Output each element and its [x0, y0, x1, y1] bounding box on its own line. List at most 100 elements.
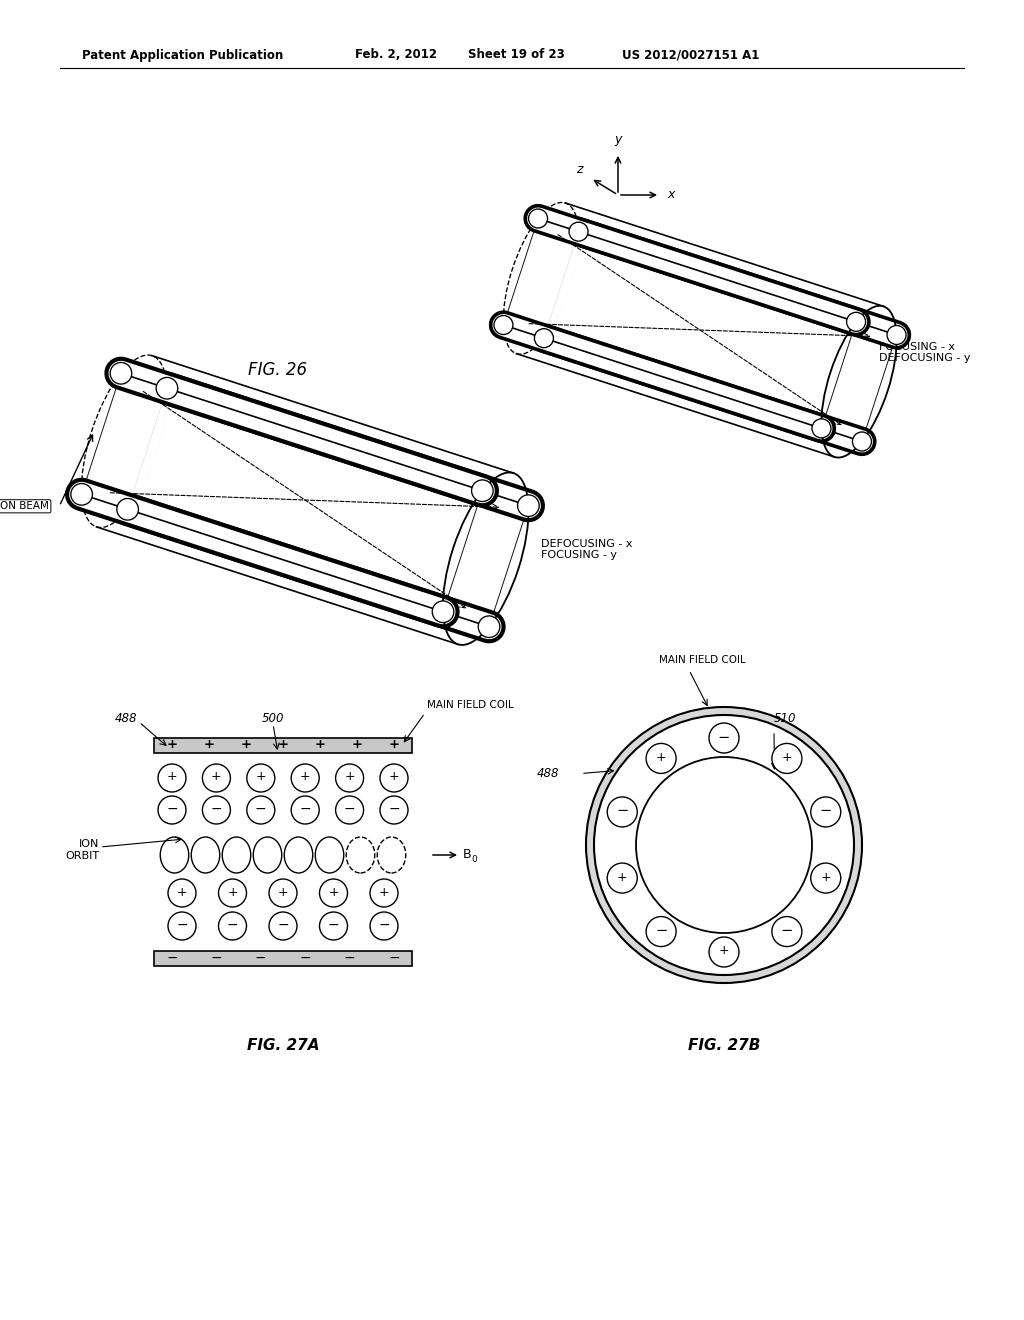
Circle shape [71, 483, 92, 506]
Polygon shape [121, 374, 528, 506]
Text: −: − [211, 950, 222, 965]
Circle shape [528, 209, 548, 228]
Text: −: − [344, 803, 355, 816]
Text: −: − [328, 917, 339, 932]
Text: MAIN FIELD COIL: MAIN FIELD COIL [659, 655, 745, 665]
Text: +: + [167, 738, 177, 751]
Text: +: + [241, 738, 252, 751]
Text: −: − [226, 917, 239, 932]
Circle shape [709, 723, 739, 752]
Circle shape [709, 937, 739, 968]
Polygon shape [82, 374, 482, 611]
Circle shape [111, 363, 132, 384]
Text: +: + [389, 771, 399, 784]
Text: y: y [614, 133, 622, 147]
Text: FIG. 27B: FIG. 27B [688, 1038, 760, 1052]
Text: −: − [211, 803, 222, 816]
Text: Sheet 19 of 23: Sheet 19 of 23 [468, 49, 565, 62]
Circle shape [432, 601, 454, 623]
Text: −: − [388, 803, 399, 816]
Circle shape [607, 797, 637, 826]
Text: B: B [463, 849, 472, 862]
Polygon shape [128, 388, 528, 627]
Circle shape [494, 315, 513, 334]
Text: ION BEAM: ION BEAM [0, 502, 49, 511]
Text: FOCUSING - x
DEFOCUSING - y: FOCUSING - x DEFOCUSING - y [879, 342, 971, 363]
Text: US 2012/0027151 A1: US 2012/0027151 A1 [622, 49, 760, 62]
Text: +: + [616, 871, 628, 883]
Text: +: + [255, 771, 266, 784]
Polygon shape [504, 325, 862, 441]
Text: MAIN FIELD COIL: MAIN FIELD COIL [427, 700, 514, 710]
Text: DEFOCUSING - x
FOCUSING - y: DEFOCUSING - x FOCUSING - y [541, 539, 632, 560]
Circle shape [535, 329, 553, 347]
Circle shape [772, 743, 802, 774]
Text: +: + [314, 738, 326, 751]
Text: FIG. 27A: FIG. 27A [247, 1038, 319, 1052]
Text: −: − [255, 950, 266, 965]
Circle shape [594, 715, 854, 975]
Text: +: + [344, 771, 355, 784]
Text: −: − [388, 950, 399, 965]
Polygon shape [504, 219, 856, 429]
Polygon shape [544, 231, 897, 441]
Circle shape [569, 222, 588, 242]
Text: −: − [616, 804, 629, 818]
Circle shape [646, 743, 676, 774]
Text: −: − [166, 950, 178, 965]
Text: 488: 488 [537, 767, 559, 780]
Circle shape [517, 495, 540, 516]
Bar [154, 738, 412, 752]
Text: −: − [378, 917, 390, 932]
Text: +: + [820, 871, 831, 883]
Text: −: − [255, 803, 266, 816]
Text: −: − [344, 950, 355, 965]
Polygon shape [538, 219, 897, 335]
Text: z: z [577, 164, 583, 176]
Text: +: + [300, 771, 310, 784]
Text: −: − [166, 803, 178, 816]
Text: −: − [655, 923, 668, 939]
Text: FIG. 26: FIG. 26 [248, 360, 307, 379]
Text: −: − [299, 803, 311, 816]
Text: Feb. 2, 2012: Feb. 2, 2012 [355, 49, 437, 62]
Text: −: − [299, 950, 311, 965]
Text: x: x [667, 189, 675, 202]
Circle shape [586, 708, 862, 983]
Circle shape [852, 432, 871, 451]
Text: −: − [819, 804, 831, 818]
Bar [154, 950, 412, 965]
Text: +: + [167, 771, 177, 784]
Circle shape [117, 499, 138, 520]
Text: +: + [227, 886, 238, 899]
Text: +: + [388, 738, 399, 751]
Text: 0: 0 [471, 854, 477, 863]
Text: +: + [177, 886, 187, 899]
Text: +: + [211, 771, 222, 784]
Circle shape [847, 313, 865, 331]
Polygon shape [82, 494, 489, 627]
Text: −: − [718, 730, 730, 744]
Circle shape [607, 863, 637, 894]
Circle shape [772, 916, 802, 946]
Circle shape [811, 863, 841, 894]
Circle shape [646, 916, 676, 946]
Text: 510: 510 [774, 713, 797, 726]
Text: +: + [351, 738, 362, 751]
Text: +: + [204, 738, 214, 751]
Text: −: − [278, 917, 289, 932]
Text: −: − [780, 923, 793, 939]
Circle shape [887, 326, 906, 345]
Circle shape [472, 480, 494, 502]
Text: +: + [781, 751, 793, 764]
Text: +: + [655, 751, 667, 764]
Circle shape [811, 797, 841, 826]
Text: +: + [379, 886, 389, 899]
Text: 500: 500 [262, 711, 285, 725]
Text: +: + [328, 886, 339, 899]
Text: +: + [278, 738, 289, 751]
Circle shape [812, 418, 830, 438]
Circle shape [157, 378, 178, 399]
Text: +: + [719, 945, 729, 957]
Text: Patent Application Publication: Patent Application Publication [82, 49, 284, 62]
